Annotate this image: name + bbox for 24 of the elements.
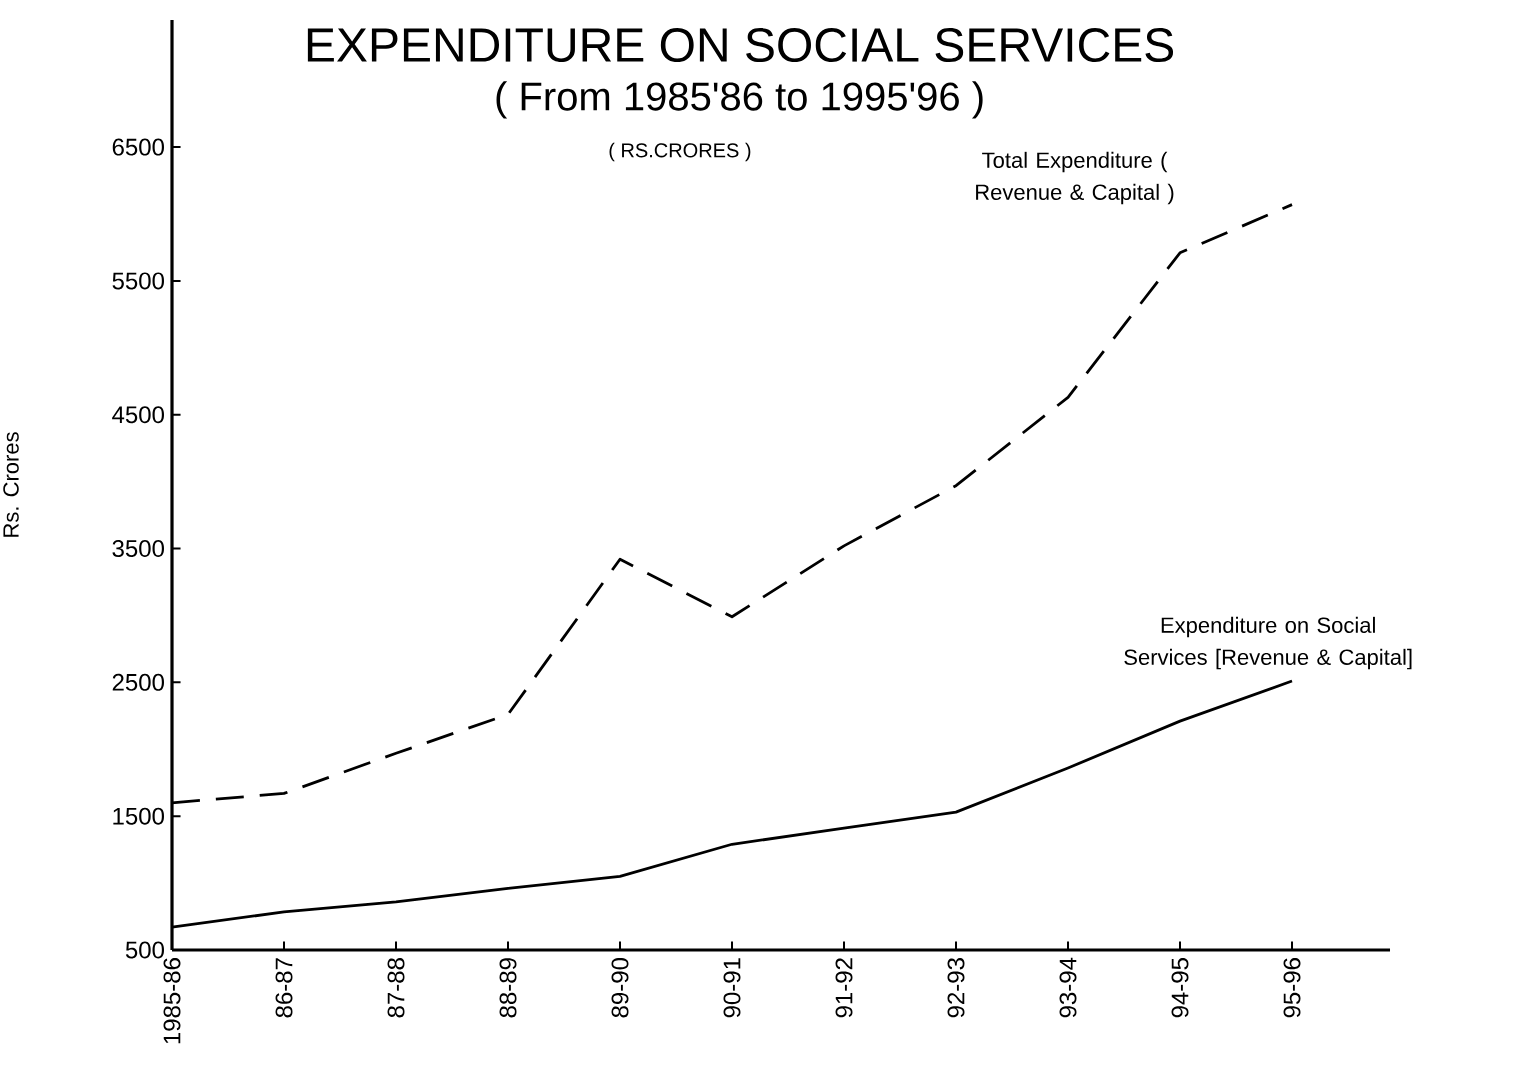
- x-tick-label: 86-87: [275, 958, 293, 1018]
- x-tick-label: 93-94: [1059, 957, 1077, 1018]
- y-tick-label: 3500: [112, 540, 164, 558]
- x-tick-label: 91-92: [835, 958, 853, 1018]
- y-tick-label: 5500: [112, 272, 164, 290]
- x-tick-label: 94-95: [1171, 958, 1189, 1018]
- y-tick-label: 6500: [112, 138, 164, 156]
- y-axis-title: Rs. Crores: [3, 432, 19, 537]
- x-tick-label: 92-93: [947, 958, 965, 1018]
- x-tick-label: 89-90: [611, 957, 629, 1018]
- series-label: Expenditure on Social Services [Revenue & Capital]: [1124, 616, 1412, 670]
- x-tick-label: 88-89: [499, 958, 517, 1018]
- chart-title: EXPENDITURE ON SOCIAL SERVICES: [307, 28, 1174, 63]
- x-tick-label: 87-88: [387, 958, 405, 1018]
- x-tick-label: 90-91: [723, 958, 741, 1018]
- x-tick-label: 95-96: [1283, 958, 1301, 1018]
- text: ( From 1985'86 to 1995'96 ): [496, 81, 983, 119]
- y-tick-label: 2500: [112, 673, 164, 691]
- text: Total Expenditure ( Revenue & Capital ): [976, 151, 1174, 205]
- annotation: ( RS.CRORES ): [609, 142, 751, 162]
- y-tick-label: 1500: [113, 807, 164, 825]
- y-tick-label: 500: [125, 941, 164, 959]
- y-tick-label: 4500: [112, 406, 164, 424]
- x-tick-label: 1985-86: [163, 958, 181, 1044]
